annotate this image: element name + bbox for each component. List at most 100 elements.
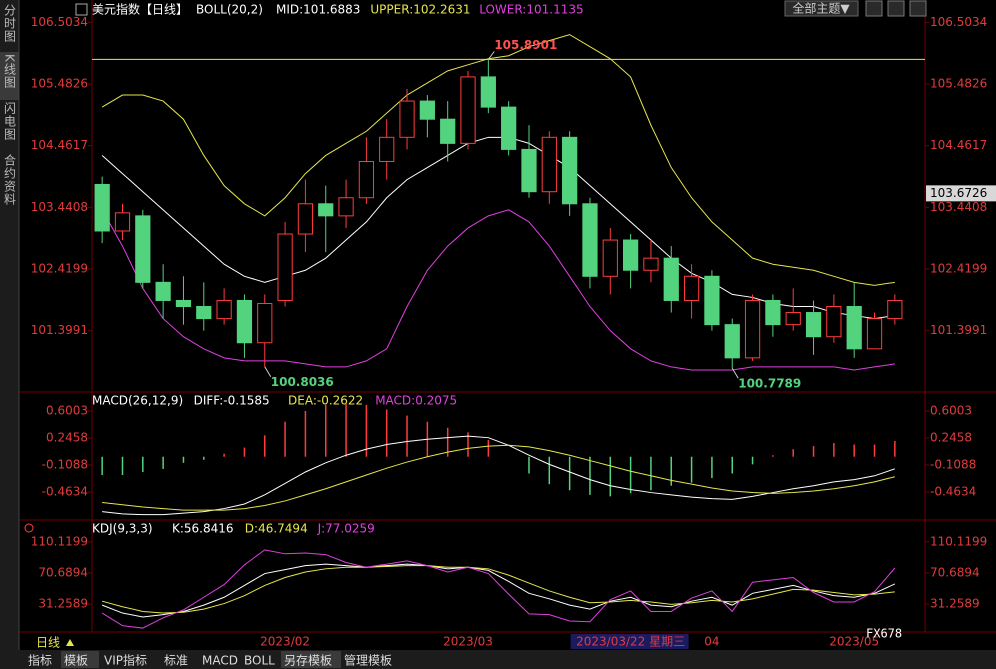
legend-entry: MACD(26,12,9) xyxy=(92,394,183,408)
footer-tab[interactable]: 管理模板 xyxy=(344,653,392,668)
candle-body xyxy=(419,100,435,120)
y-tick-label: 0.2458 xyxy=(930,431,972,445)
candle-body xyxy=(887,299,903,320)
candle-body xyxy=(744,299,761,359)
sidebar-tab[interactable]: 分时图 xyxy=(3,4,17,43)
series-line xyxy=(101,136,895,320)
footer-bar xyxy=(0,650,996,669)
candle-body xyxy=(135,215,151,283)
x-tick-label: 2023/02 xyxy=(260,635,310,649)
icon-button[interactable] xyxy=(865,0,883,17)
annotation-pointer xyxy=(487,51,495,60)
y-tick-label: 70.6894 xyxy=(38,566,88,580)
footer-tab[interactable]: BOLL xyxy=(244,654,275,668)
y-tick-label: 0.6003 xyxy=(46,403,88,417)
candle-body xyxy=(196,306,212,320)
candle-body xyxy=(683,275,700,301)
candle-body xyxy=(480,76,496,108)
footer-tab[interactable]: 模板 xyxy=(64,654,88,668)
candle-body xyxy=(562,136,578,205)
cursor-date-box xyxy=(570,634,689,649)
candle-body xyxy=(704,275,720,326)
candle-body xyxy=(602,239,618,277)
x-tick-label: 2023/03 xyxy=(443,635,493,649)
candle-body xyxy=(541,136,557,193)
candle-body xyxy=(114,212,131,232)
cursor-price-box xyxy=(926,185,996,202)
candle-body xyxy=(216,299,232,320)
y-tick-label: 110.1199 xyxy=(930,534,987,548)
period-arrow[interactable] xyxy=(66,639,74,646)
x-tick-label: 04 xyxy=(704,635,719,649)
candle-body xyxy=(257,302,273,344)
candle-body xyxy=(622,239,639,271)
legend-entry: DEA:-0.2622 xyxy=(288,394,363,408)
candle-body xyxy=(297,203,314,235)
legend-entry: UPPER:102.2631 xyxy=(370,3,470,17)
footer-tab-active[interactable] xyxy=(61,651,99,668)
y-tick-label: -0.4634 xyxy=(930,485,976,499)
candle-body xyxy=(175,299,192,308)
series-line xyxy=(102,435,895,516)
icon-button[interactable] xyxy=(909,0,927,17)
x-tick-label: 2023/03/22 星期三 xyxy=(576,635,685,649)
sidebar xyxy=(0,0,19,650)
candle-body xyxy=(826,306,842,338)
y-tick-label: 106.5034 xyxy=(930,15,987,29)
candle-body xyxy=(785,312,801,326)
footer-tab[interactable]: 指标 xyxy=(28,653,52,668)
candle-body xyxy=(399,100,415,138)
sidebar-tab[interactable]: K线图 xyxy=(3,54,17,89)
candle-body xyxy=(440,118,456,144)
chart-title: 美元指数【日线】 xyxy=(92,2,188,17)
candle-body xyxy=(277,233,293,301)
footer-tab[interactable]: VIP指标 xyxy=(104,653,147,668)
legend-entry: D:46.7494 xyxy=(245,522,308,536)
legend-entry: LOWER:101.1135 xyxy=(479,3,583,17)
footer-tab[interactable]: 另存模板 xyxy=(284,654,332,668)
sidebar-tab[interactable]: 闪电图 xyxy=(3,102,17,141)
candle-body xyxy=(582,203,598,277)
annotation-label: 100.8036 xyxy=(271,375,334,389)
sidebar-tab[interactable]: 合约资料 xyxy=(3,153,17,206)
period-label[interactable]: 日线 xyxy=(36,636,60,650)
theme-label[interactable]: 全部主题▼ xyxy=(792,1,850,16)
candle-body xyxy=(724,324,740,359)
candle-body xyxy=(501,106,517,150)
y-tick-label: 105.4826 xyxy=(31,76,88,90)
series-line xyxy=(101,549,896,629)
candle-body xyxy=(338,197,354,217)
y-tick-label: 110.1199 xyxy=(31,534,88,548)
series-line xyxy=(102,565,895,614)
legend-entry: DIFF:-0.1585 xyxy=(194,394,270,408)
y-tick-label: 31.2589 xyxy=(930,597,980,611)
series-line xyxy=(101,34,895,286)
icon-button[interactable] xyxy=(887,0,905,17)
y-tick-label: 70.6894 xyxy=(930,566,980,580)
kdj-icon xyxy=(24,523,34,533)
theme-button[interactable] xyxy=(784,0,859,17)
legend-entry: KDJ(9,3,3) xyxy=(92,522,153,536)
y-tick-label: 105.4826 xyxy=(930,76,987,90)
y-tick-label: 103.4408 xyxy=(31,200,88,214)
footer-tab-active[interactable] xyxy=(281,651,341,668)
candle-body xyxy=(663,257,679,301)
footer-tab[interactable]: MACD xyxy=(202,654,238,668)
series-line xyxy=(102,444,895,511)
cursor-price: 103.6726 xyxy=(930,186,987,200)
candle-body xyxy=(379,136,395,162)
footer-tab[interactable]: 标准 xyxy=(164,654,188,668)
legend-entry: MID:101.6883 xyxy=(276,3,360,17)
x-tick-label: 2023/05 xyxy=(829,635,879,649)
legend-entry: J:77.0259 xyxy=(317,522,375,536)
y-tick-label: -0.1088 xyxy=(42,458,88,472)
y-tick-label: 102.4199 xyxy=(930,262,987,276)
y-tick-label: 106.5034 xyxy=(31,15,88,29)
candle-body xyxy=(846,306,862,350)
annotation-label: 100.7789 xyxy=(738,377,801,391)
candle-body xyxy=(358,160,375,199)
series-line xyxy=(101,209,895,371)
candle-body xyxy=(318,203,334,217)
legend-entry: BOLL(20,2) xyxy=(196,3,263,17)
candle-body xyxy=(94,183,110,232)
